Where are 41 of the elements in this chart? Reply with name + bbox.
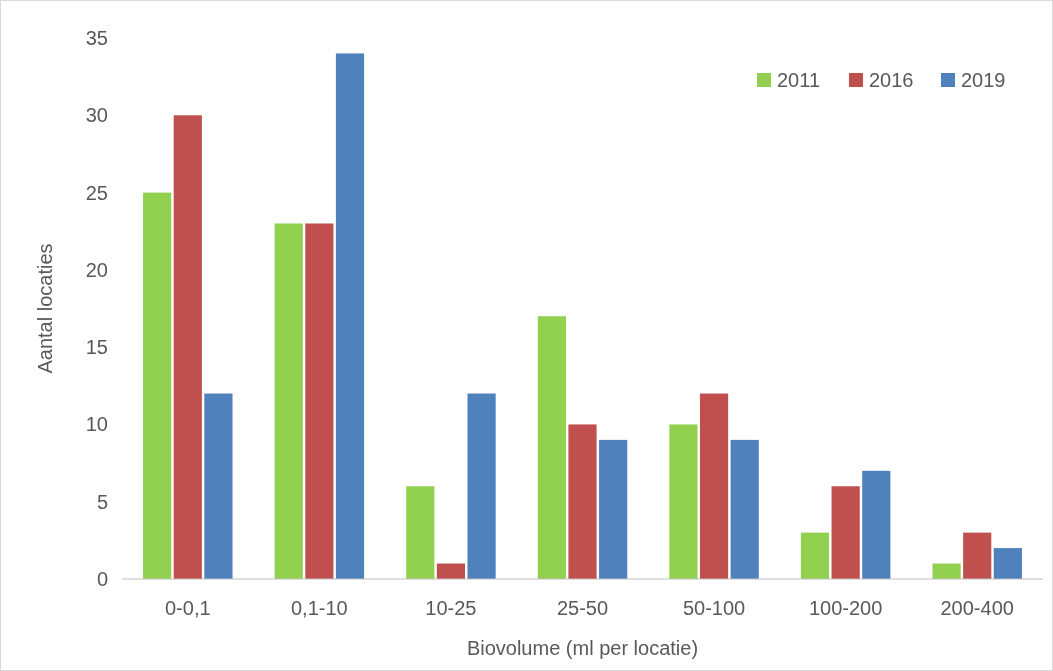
bar <box>467 393 496 579</box>
bar <box>436 563 466 579</box>
bar <box>406 486 435 579</box>
legend-label: 2016 <box>869 69 914 91</box>
bar <box>862 470 891 579</box>
y-tick-label: 15 <box>85 336 108 359</box>
bar <box>963 532 992 579</box>
y-tick-label: 30 <box>85 104 108 127</box>
y-tick-label: 20 <box>85 258 108 281</box>
y-tick-label: 10 <box>85 413 108 436</box>
bar <box>669 424 698 579</box>
bar <box>699 393 729 579</box>
legend-label: 2011 <box>777 69 821 91</box>
y-tick-label: 25 <box>85 181 108 204</box>
x-tick-label: 50-100 <box>682 597 746 619</box>
y-tick-label: 35 <box>85 27 108 49</box>
x-tick-label: 10-25 <box>425 597 477 619</box>
y-tick-label: 0 <box>96 568 108 590</box>
bar <box>568 424 597 579</box>
y-tick-label: 5 <box>96 490 108 513</box>
bar <box>993 548 1022 579</box>
bar <box>143 192 172 579</box>
bar <box>274 223 303 579</box>
bar <box>599 439 628 579</box>
bar <box>730 439 759 579</box>
bar <box>537 316 566 579</box>
bar <box>305 223 334 579</box>
bar <box>800 532 830 579</box>
legend-label: 2019 <box>961 69 1006 91</box>
x-tick-label: 0,1-10 <box>291 597 348 619</box>
x-tick-label: 200-400 <box>940 597 1014 619</box>
x-tick-label: 100-200 <box>808 597 883 619</box>
bar <box>932 563 961 579</box>
bar <box>831 486 860 579</box>
x-tick-label: 25-50 <box>556 597 609 619</box>
bar <box>335 53 365 579</box>
bar <box>204 393 233 579</box>
y-axis-title: Aantal locaties <box>34 243 56 374</box>
x-tick-label: 0-0,1 <box>164 597 211 619</box>
bar <box>173 115 202 579</box>
x-axis-title: Biovolume (ml per locatie) <box>466 637 699 659</box>
